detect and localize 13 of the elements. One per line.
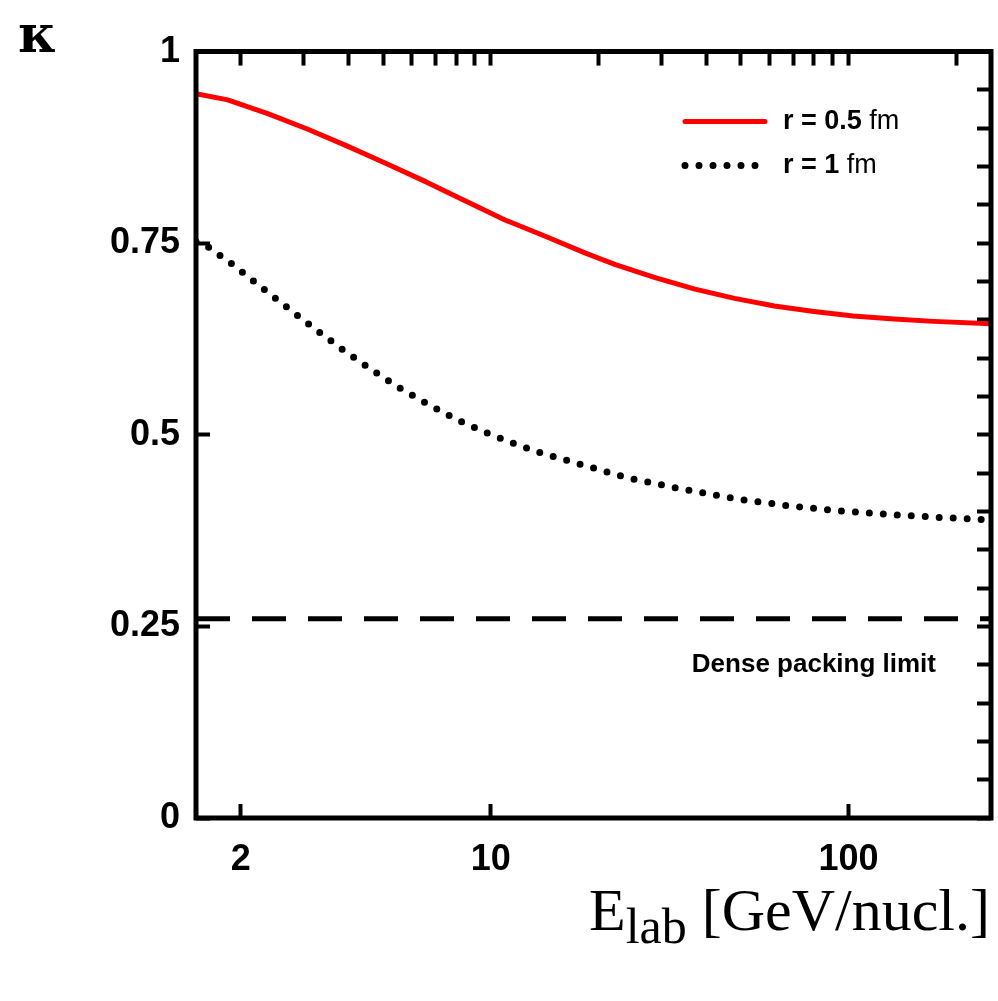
x-axis-title: E$_{lab}$ [GeV/nucl.] [589,877,990,954]
y-tick-label: 0.25 [109,603,180,645]
ref-line-label: Dense packing limit [691,647,937,678]
x-tick-label: 10 [470,836,511,878]
legend-label: r = 1 fm [783,149,877,180]
legend-label: r = 0.5 fm [783,105,900,136]
y-tick-label: 0 [159,794,180,836]
x-tick-label: 100 [818,836,879,878]
y-tick-label: 1 [159,28,180,70]
y-tick-label: 0.5 [129,411,180,453]
y-tick-label: 0.75 [109,220,180,262]
x-tick-label: 2 [230,836,251,878]
y-axis-title: κ [18,3,57,64]
